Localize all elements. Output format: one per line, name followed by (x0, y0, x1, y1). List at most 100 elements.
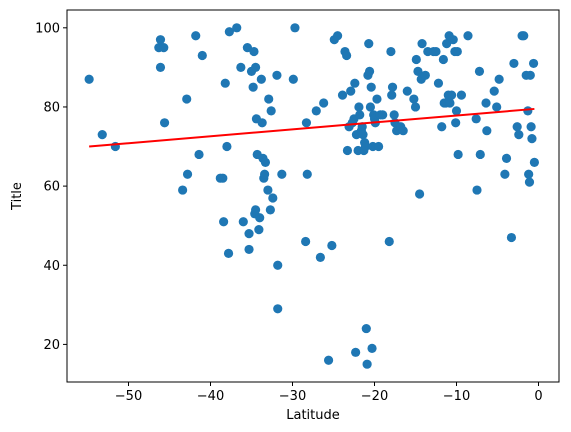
scatter-point (453, 149, 463, 160)
scatter-point (506, 232, 517, 243)
scatter-point (223, 248, 234, 258)
scatter-point (273, 304, 283, 314)
scatter-point (529, 157, 540, 167)
scatter-point (266, 106, 276, 116)
regression-line (89, 107, 535, 148)
y-axis-label: Title (10, 182, 25, 211)
x-tick-label: −40 (197, 389, 224, 404)
scatter-point (288, 74, 298, 84)
scatter-point (398, 126, 408, 136)
scatter-point (219, 217, 229, 227)
scatter-point (451, 118, 461, 128)
scatter-point (249, 46, 259, 57)
scatter-point (155, 35, 166, 45)
scatter-point (512, 122, 522, 132)
scatter-point (358, 130, 368, 140)
scatter-point (374, 141, 384, 152)
scatter-point (365, 102, 375, 112)
scatter-point (315, 252, 325, 262)
scatter-point (224, 27, 234, 37)
scatter-point (251, 62, 261, 72)
scatter-point (501, 153, 512, 163)
scatter-point (528, 58, 539, 69)
scatter-point (232, 23, 242, 33)
scatter-point (264, 94, 274, 104)
scatter-point (236, 62, 246, 72)
scatter-point (482, 126, 492, 136)
scatter-point (523, 106, 533, 116)
scatter-point (333, 31, 343, 41)
scatter-point (415, 189, 425, 199)
scatter-point (350, 78, 360, 88)
scatter-point (463, 31, 473, 41)
scatter-point (197, 50, 207, 61)
scatter-point (254, 225, 264, 235)
scatter-point (402, 86, 412, 96)
scatter-point (342, 50, 352, 61)
y-tick-label: 60 (43, 180, 60, 195)
scatter-point (301, 236, 311, 247)
scatter-point (526, 122, 536, 132)
y-tick-label: 20 (43, 338, 60, 353)
scatter-point (191, 31, 201, 41)
scatter-point (178, 185, 188, 195)
scatter-point (448, 35, 458, 45)
scatter-point (194, 149, 204, 160)
scatter-point (263, 185, 273, 195)
scatter-point (456, 90, 467, 100)
scatter-point (410, 102, 421, 112)
scatter-point (361, 323, 371, 334)
x-tick-label: −50 (115, 389, 142, 404)
scatter-point (244, 229, 254, 239)
scatter-point (182, 94, 192, 104)
y-tick-label: 100 (35, 21, 60, 36)
regression-line-layer (89, 107, 535, 148)
scatter-point (372, 94, 382, 104)
scatter-point (445, 98, 455, 108)
scatter-point (182, 169, 193, 179)
scatter-point (342, 145, 353, 156)
scatter-point (97, 130, 107, 140)
y-tick-label: 80 (43, 100, 60, 115)
scatter-point (364, 66, 375, 76)
scatter-point (446, 90, 457, 100)
scatter-point (244, 244, 254, 255)
x-tick-label: 0 (534, 389, 542, 404)
scatter-point (514, 130, 524, 140)
x-axis-label: Latitude (286, 408, 340, 423)
scatter-point (433, 78, 444, 88)
scatter-point (387, 82, 398, 92)
x-tick-label: −20 (361, 389, 388, 404)
scatter-point (346, 86, 356, 96)
x-tick-label: −30 (279, 389, 306, 404)
scatter-point (494, 74, 504, 84)
scatter-point (524, 169, 534, 179)
scatter-point (384, 236, 394, 247)
scatter-point (260, 157, 271, 167)
scatter-point (362, 359, 372, 369)
scatter-point (527, 134, 537, 144)
scatter-point (366, 82, 376, 92)
scatter-point (255, 213, 265, 223)
scatter-point (524, 177, 535, 187)
scatter-point (273, 260, 283, 270)
scatter-point (290, 23, 300, 33)
scatter-point (311, 106, 321, 116)
scatter-point (301, 118, 312, 128)
scatter-point (257, 118, 267, 128)
scatter-point (438, 54, 448, 65)
scatter-point (475, 149, 485, 160)
scatter-point (238, 217, 248, 227)
scatter-point (159, 118, 170, 128)
scatter-point (222, 141, 232, 152)
scatter-point (451, 106, 462, 116)
scatter-point (437, 122, 447, 132)
y-tick-label: 40 (43, 259, 60, 274)
x-axis-ticks: −50 −40 −30 −20 −10 0 (115, 382, 543, 404)
scatter-point (265, 205, 275, 215)
scatter-point (323, 355, 334, 365)
scatter-points (84, 23, 540, 369)
scatter-point (481, 98, 491, 108)
